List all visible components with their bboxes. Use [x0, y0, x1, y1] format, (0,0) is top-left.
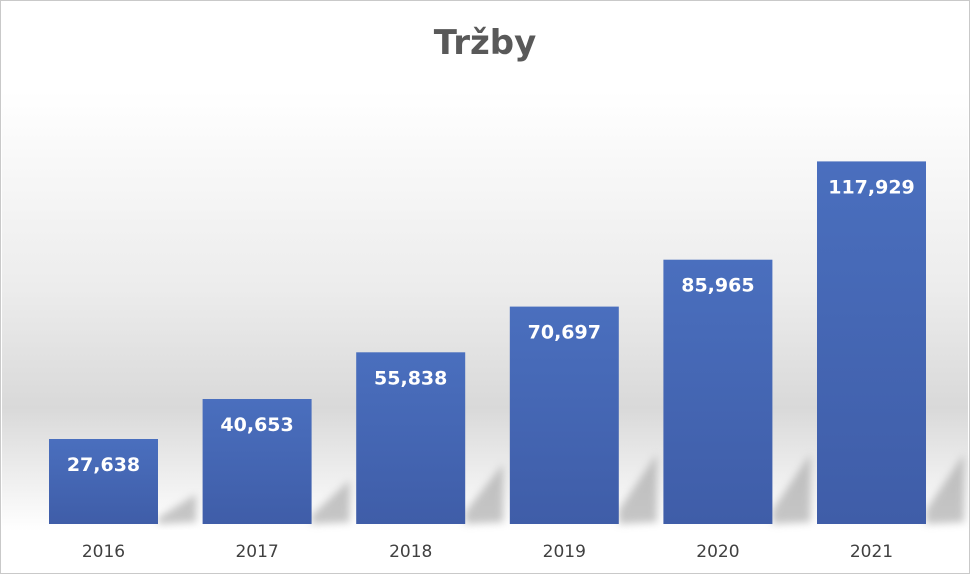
tick-label-2018: 2018 — [389, 542, 432, 562]
chart-title: Tržby — [433, 23, 537, 63]
data-label-2019: 70,697 — [528, 322, 601, 344]
bar-shadows — [158, 454, 964, 524]
data-labels: 27,638 40,653 55,838 70,697 85,965 117,929 — [67, 176, 915, 476]
tick-label-2021: 2021 — [850, 542, 893, 562]
bar-shadow-2016 — [158, 494, 196, 524]
tick-label-2019: 2019 — [543, 542, 586, 562]
bar-shadow-2020 — [772, 454, 811, 524]
bar-2016 — [49, 439, 158, 524]
plot-background — [2, 91, 968, 531]
data-label-2018: 55,838 — [374, 367, 447, 389]
data-label-2021: 117,929 — [828, 176, 915, 198]
bar-2021 — [817, 161, 926, 524]
bar-shadow-2019 — [618, 454, 657, 524]
data-label-2016: 27,638 — [67, 454, 140, 476]
bar-shadow-2021 — [926, 454, 964, 524]
bar-2018 — [356, 352, 466, 524]
bar-2017 — [202, 399, 312, 524]
bars — [49, 161, 926, 524]
tick-label-2016: 2016 — [82, 542, 125, 562]
tick-label-2020: 2020 — [696, 542, 739, 562]
tick-label-2017: 2017 — [235, 542, 278, 562]
data-label-2020: 85,965 — [681, 275, 754, 297]
bar-2020 — [663, 259, 773, 524]
data-label-2017: 40,653 — [220, 414, 293, 436]
bar-shadow-2018 — [465, 463, 504, 524]
bar-shadow-2017 — [311, 480, 350, 524]
x-axis-tick-labels: 2016 2017 2018 2019 2020 2021 — [82, 542, 893, 562]
bar-2019 — [509, 306, 619, 524]
